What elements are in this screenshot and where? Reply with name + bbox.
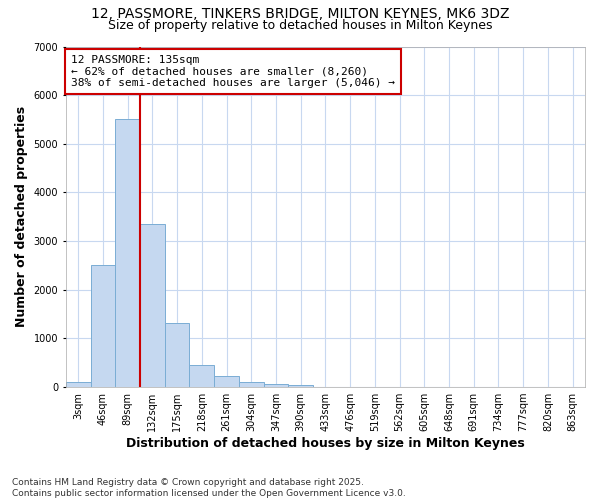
Bar: [140, 224, 165, 387]
Bar: [289, 384, 313, 387]
Bar: [214, 376, 239, 387]
Bar: [239, 382, 263, 387]
Text: 12 PASSMORE: 135sqm
← 62% of detached houses are smaller (8,260)
38% of semi-det: 12 PASSMORE: 135sqm ← 62% of detached ho…: [71, 55, 395, 88]
Text: Size of property relative to detached houses in Milton Keynes: Size of property relative to detached ho…: [108, 19, 492, 32]
Bar: [66, 382, 91, 387]
Bar: [165, 323, 190, 387]
Bar: [190, 365, 214, 387]
Bar: [263, 384, 289, 387]
Y-axis label: Number of detached properties: Number of detached properties: [15, 106, 28, 328]
Bar: [91, 266, 115, 387]
X-axis label: Distribution of detached houses by size in Milton Keynes: Distribution of detached houses by size …: [126, 437, 525, 450]
Text: 12, PASSMORE, TINKERS BRIDGE, MILTON KEYNES, MK6 3DZ: 12, PASSMORE, TINKERS BRIDGE, MILTON KEY…: [91, 8, 509, 22]
Text: Contains HM Land Registry data © Crown copyright and database right 2025.
Contai: Contains HM Land Registry data © Crown c…: [12, 478, 406, 498]
Bar: [115, 120, 140, 387]
